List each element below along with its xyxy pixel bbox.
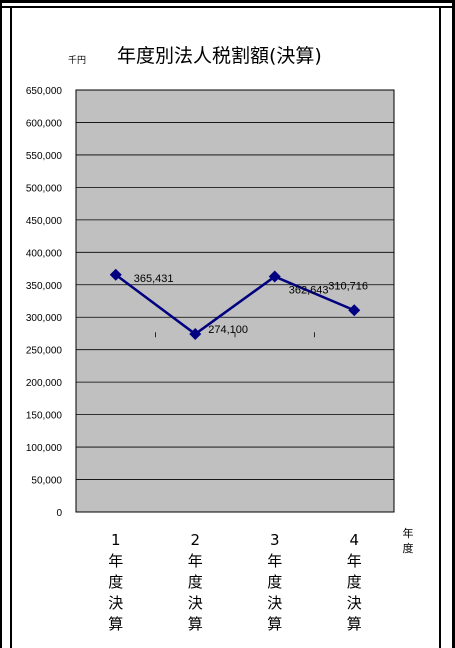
x-tick-char: 4 bbox=[349, 531, 359, 549]
x-tick-char: 決 bbox=[188, 594, 203, 612]
data-label: 365,431 bbox=[134, 273, 174, 285]
x-tick-char: 算 bbox=[347, 615, 362, 633]
x-tick-char: 決 bbox=[108, 594, 123, 612]
data-label: 274,100 bbox=[208, 324, 248, 336]
x-tick-char: 3 bbox=[270, 531, 280, 549]
y-tick-label: 400,000 bbox=[26, 248, 63, 259]
y-tick-label: 600,000 bbox=[26, 118, 63, 129]
y-tick-label: 450,000 bbox=[26, 216, 63, 227]
x-tick-char: 1 bbox=[111, 531, 121, 549]
data-point bbox=[348, 304, 361, 317]
x-tick-char: 算 bbox=[267, 615, 282, 633]
plot-area bbox=[75, 89, 395, 513]
x-tick-char: 年 bbox=[267, 552, 282, 570]
x-tick-char: 算 bbox=[108, 615, 123, 633]
y-tick-label: 200,000 bbox=[26, 378, 63, 389]
series-line bbox=[115, 273, 355, 336]
y-tick-label: 350,000 bbox=[26, 281, 63, 292]
data-labels: 365,431 274,100 362,643 310,716 bbox=[134, 273, 368, 336]
y-tick-label: 500,000 bbox=[26, 183, 63, 194]
x-tick-char: 決 bbox=[267, 594, 282, 612]
unit-label: 千円 bbox=[68, 55, 86, 66]
x-axis-label: 年度 bbox=[403, 526, 414, 555]
data-label: 310,716 bbox=[328, 280, 368, 292]
data-point bbox=[109, 268, 122, 281]
x-tick-char: 度 bbox=[108, 573, 123, 591]
data-point bbox=[268, 270, 281, 283]
y-tick-label: 150,000 bbox=[26, 411, 63, 422]
x-tick-char: 決 bbox=[347, 594, 362, 612]
x-tick-char: 算 bbox=[188, 615, 203, 633]
y-tick-label: 250,000 bbox=[26, 346, 63, 357]
gridlines bbox=[76, 122, 394, 480]
x-tick-char: 年 bbox=[108, 552, 123, 570]
x-tick-char: 年 bbox=[188, 552, 203, 570]
y-axis-ticks: 0 50,000 100,000 150,000 200,000 250,000 300,0… bbox=[26, 86, 63, 519]
y-tick-label: 0 bbox=[56, 508, 62, 519]
y-tick-label: 100,000 bbox=[26, 443, 63, 454]
y-tick-label: 300,000 bbox=[26, 313, 63, 324]
y-tick-label: 650,000 bbox=[26, 86, 63, 97]
x-tick-char: 2 bbox=[190, 531, 200, 549]
series-line-group bbox=[109, 268, 361, 341]
data-label: 362,643 bbox=[289, 285, 329, 297]
y-tick-label: 50,000 bbox=[31, 476, 62, 487]
y-tick-label: 550,000 bbox=[26, 151, 63, 162]
x-tick-char: 度 bbox=[347, 573, 362, 591]
data-point bbox=[189, 328, 202, 341]
x-tick-char: 度 bbox=[188, 573, 203, 591]
x-axis-label-char: 度 bbox=[403, 541, 414, 555]
x-axis-label-char: 年 bbox=[403, 526, 414, 540]
chart-title: 年度別法人税割額(決算) bbox=[117, 45, 322, 67]
x-tick-char: 度 bbox=[267, 573, 282, 591]
x-tick-char: 年 bbox=[347, 552, 362, 570]
